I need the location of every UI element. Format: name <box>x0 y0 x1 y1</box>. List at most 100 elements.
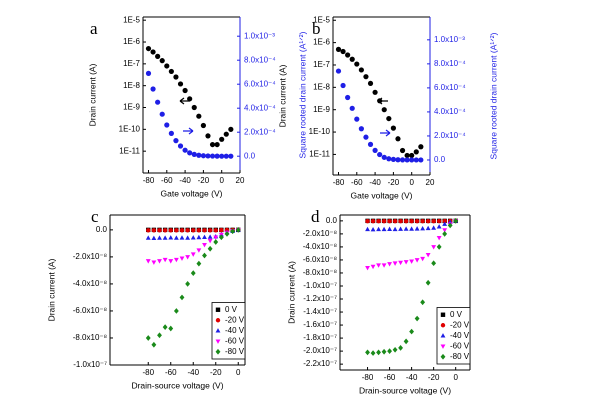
point <box>358 67 364 73</box>
y-tick-label: 0.0 <box>326 216 338 225</box>
panel: d Drain-source voltage (V) Drain current (… <box>286 207 471 395</box>
point <box>190 252 196 257</box>
point <box>179 235 185 240</box>
legend-label: -20 V <box>450 320 470 329</box>
point <box>425 252 431 258</box>
point <box>202 242 207 248</box>
y-axis-title: Drain current (A) <box>46 258 56 321</box>
x-tick-label: -40 <box>187 368 199 377</box>
point <box>174 228 179 233</box>
x-tick-label: -80 <box>333 178 345 187</box>
point <box>155 99 161 105</box>
panel-label: d <box>311 207 320 226</box>
point <box>224 231 230 237</box>
point <box>387 262 392 267</box>
point <box>168 68 174 75</box>
point <box>436 224 442 229</box>
x-tick-label: -20 <box>428 373 440 382</box>
point <box>409 328 415 335</box>
point <box>168 259 174 264</box>
point <box>151 228 157 233</box>
point <box>409 157 415 163</box>
point <box>145 70 152 76</box>
y2-tick-label: 6.0x10⁻⁴ <box>244 79 276 88</box>
y2-tick-label: 4.0x10⁻⁴ <box>244 103 276 112</box>
point <box>420 256 426 262</box>
point <box>179 228 185 233</box>
point <box>354 61 360 67</box>
point <box>447 222 453 229</box>
point <box>381 218 387 224</box>
point <box>395 157 401 163</box>
point <box>145 259 151 264</box>
point <box>436 244 442 250</box>
point <box>345 52 351 58</box>
point <box>425 218 431 224</box>
point <box>162 324 168 331</box>
point <box>431 260 437 267</box>
point <box>145 235 151 240</box>
y-tick-label: 1E-10 <box>119 124 141 133</box>
point <box>372 147 378 153</box>
point <box>191 151 197 157</box>
x-tick-label: 20 <box>426 178 435 187</box>
legend-label: -80 V <box>225 347 245 356</box>
point <box>386 115 392 122</box>
point <box>207 238 213 244</box>
point <box>398 218 403 224</box>
x-tick-label: -60 <box>351 178 363 187</box>
point <box>370 264 376 270</box>
point <box>168 130 174 136</box>
point <box>376 218 381 224</box>
point <box>442 221 448 226</box>
panel-label: a <box>90 19 98 38</box>
x-tick-label: -80 <box>362 373 374 382</box>
x-tick-label: -20 <box>388 178 400 187</box>
point <box>398 226 404 231</box>
y-tick-label: -1.8x10⁻⁷ <box>303 333 337 342</box>
point <box>365 265 370 271</box>
point <box>367 141 374 147</box>
point <box>345 94 351 101</box>
point <box>146 228 151 233</box>
x-tick-label: 20 <box>236 176 245 185</box>
point <box>386 156 392 162</box>
point <box>182 87 188 94</box>
point <box>168 228 173 233</box>
y2-axis-title: Square rooted drain current (A¹ᐟ²) <box>297 31 307 158</box>
point <box>425 279 431 286</box>
point <box>381 348 387 355</box>
point <box>420 218 425 224</box>
point <box>223 153 229 159</box>
x-tick-label: 0 <box>409 178 414 187</box>
point <box>213 239 219 245</box>
point <box>413 157 419 163</box>
y-tick-label: -6.0x10⁻⁸ <box>303 255 337 264</box>
x-tick-label: 0 <box>453 373 458 382</box>
point <box>177 143 184 149</box>
x-axis-title: Drain-source voltage (V) <box>359 385 451 395</box>
y2-tick-label: 0.0 <box>244 151 256 160</box>
x-tick-label: 0 <box>219 176 224 185</box>
point <box>157 235 162 240</box>
point <box>409 152 415 159</box>
point <box>409 226 415 231</box>
point <box>392 226 398 232</box>
legend-marker <box>215 328 221 333</box>
point <box>162 228 168 233</box>
x-axis-title: Gate voltage (V) <box>351 190 413 200</box>
point <box>387 226 392 231</box>
legend-label: -60 V <box>450 341 470 350</box>
point <box>354 116 360 122</box>
y2-tick-label: 0.0 <box>434 155 446 164</box>
point <box>436 236 442 241</box>
point <box>409 259 415 264</box>
point <box>173 257 179 263</box>
point <box>155 53 161 59</box>
point <box>145 45 152 52</box>
point <box>235 227 241 233</box>
panel: c Drain-source voltage (V) Drain current (… <box>46 207 246 390</box>
point <box>185 235 191 240</box>
point <box>363 74 369 80</box>
y-axis-title: Drain current (A) <box>87 63 97 126</box>
